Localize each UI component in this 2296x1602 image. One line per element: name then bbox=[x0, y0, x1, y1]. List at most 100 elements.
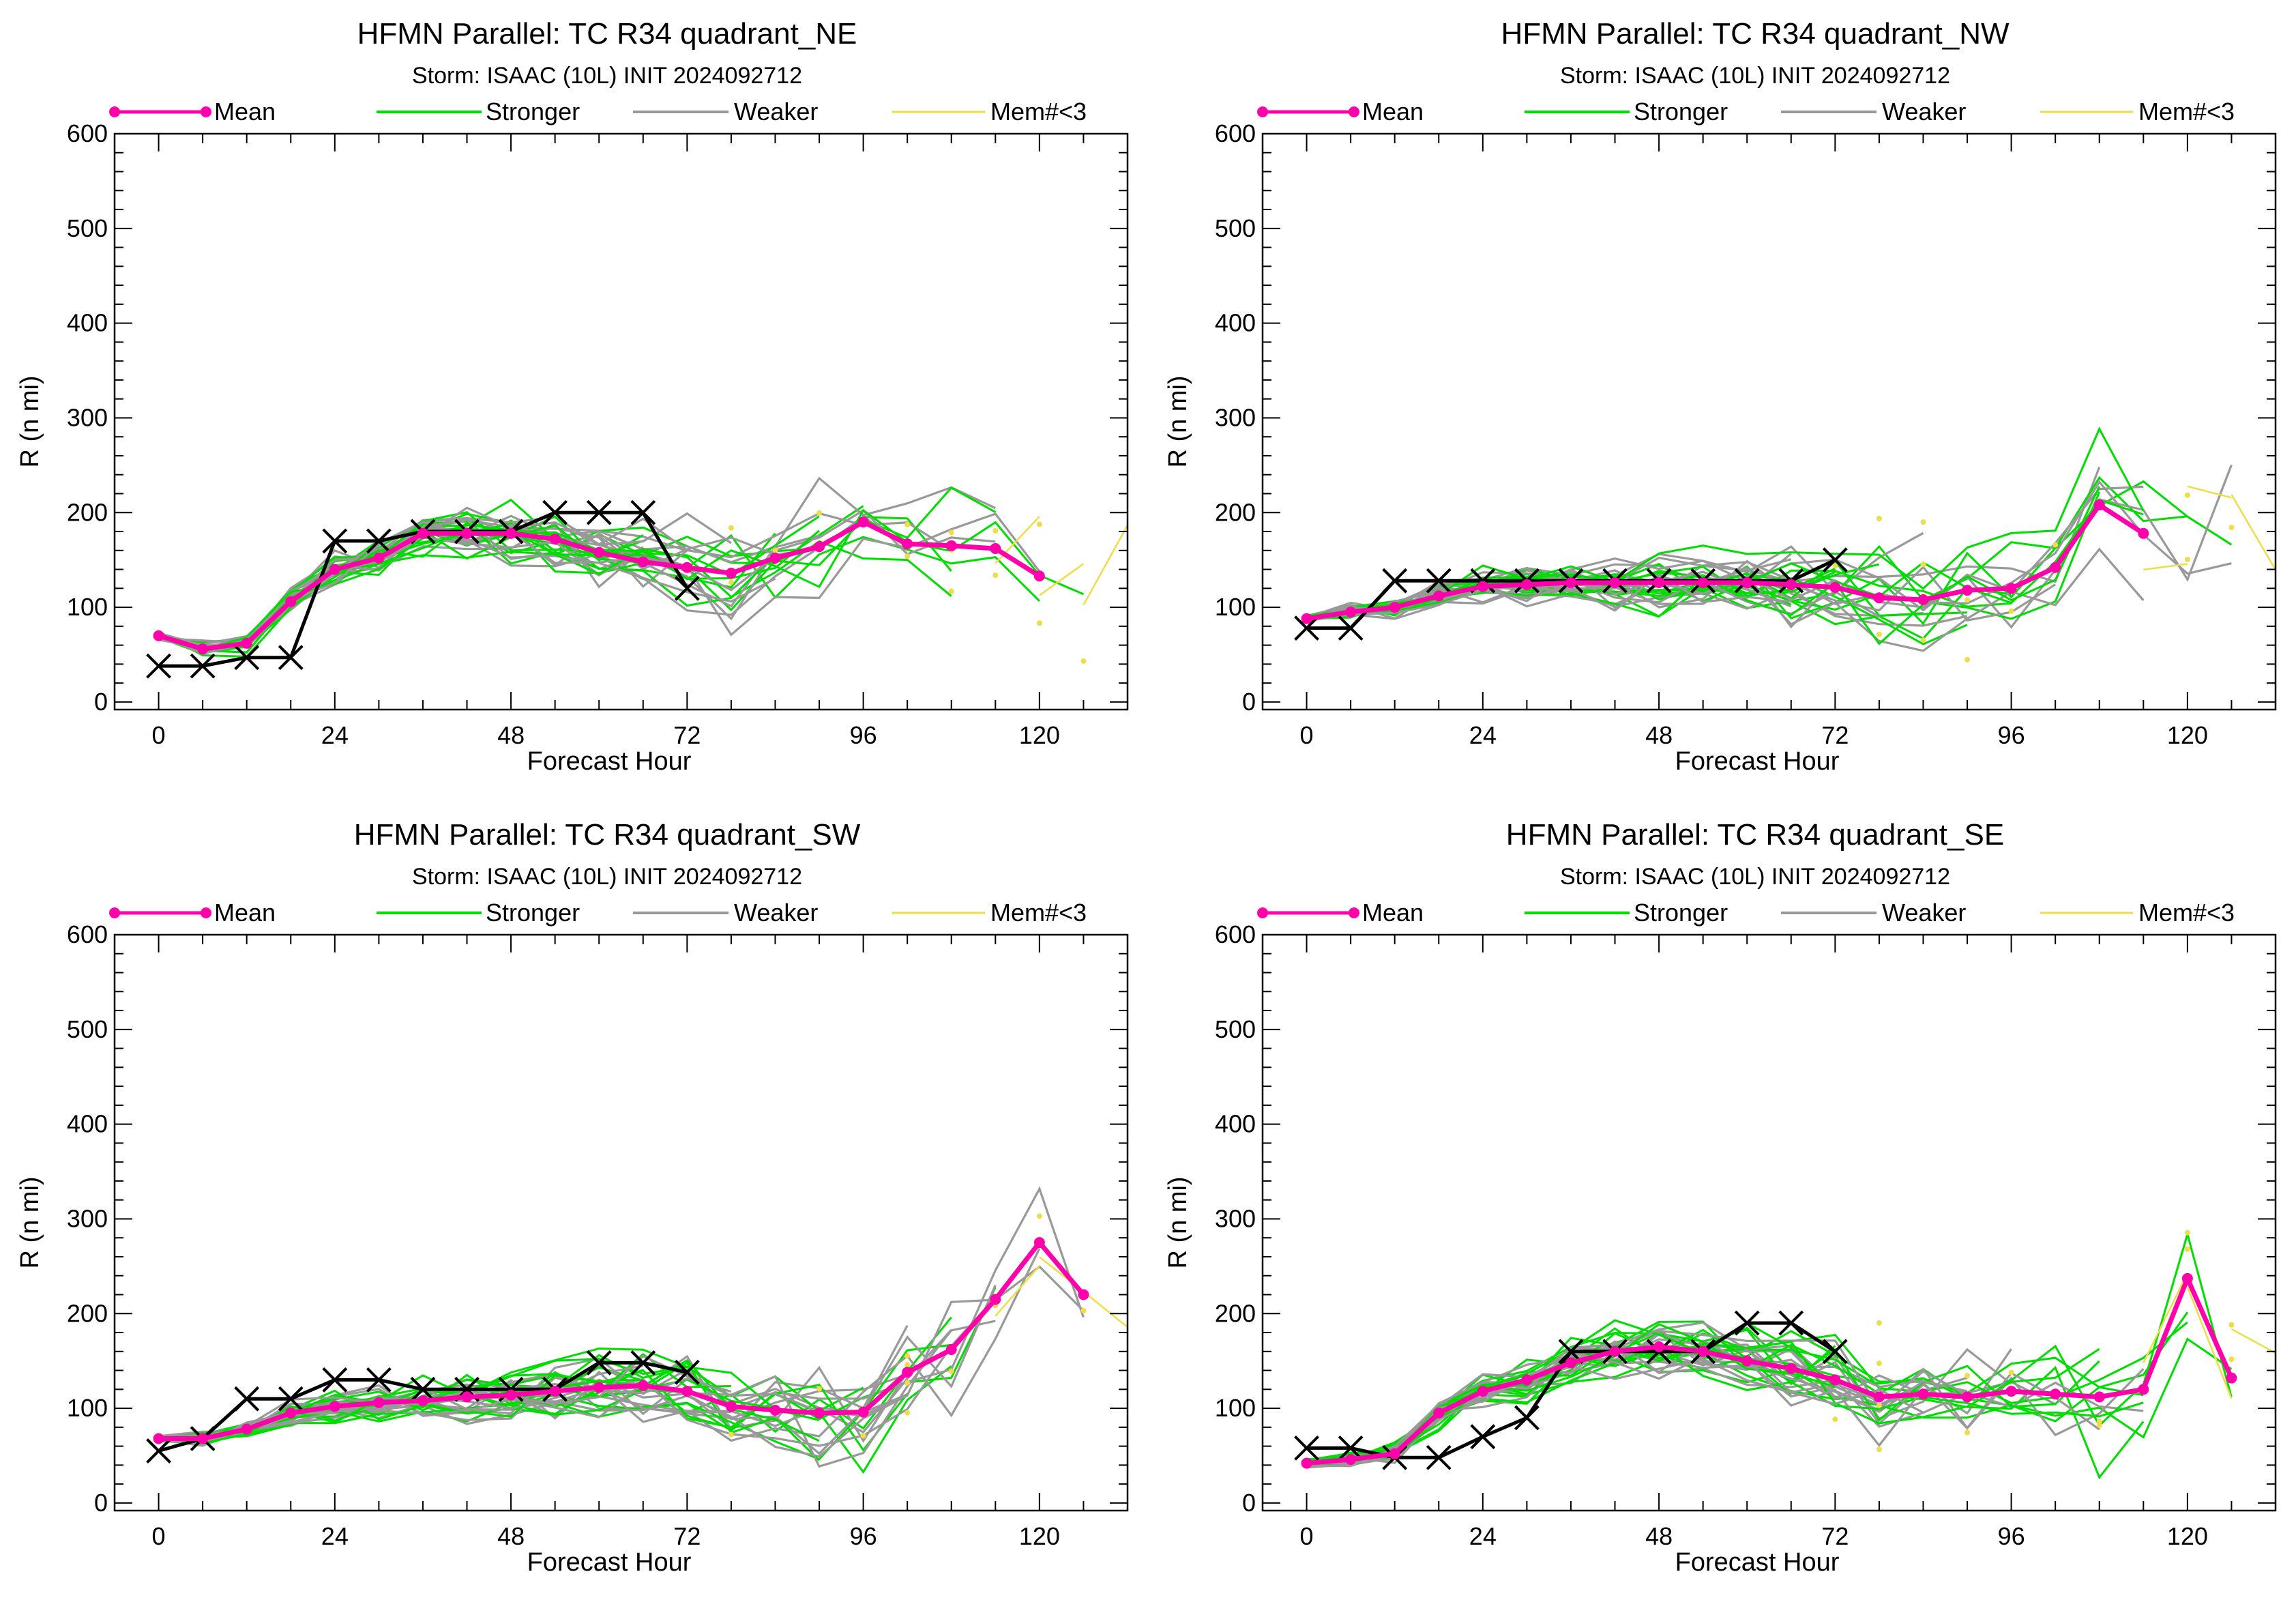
y-tick-label: 500 bbox=[67, 1015, 108, 1043]
mean-point bbox=[769, 1404, 781, 1416]
y-tick-label: 200 bbox=[1215, 1299, 1256, 1327]
y-axis-label: R (n mi) bbox=[16, 1176, 44, 1268]
ensemble-members bbox=[158, 1186, 1085, 1474]
y-tick-label: 200 bbox=[1215, 498, 1256, 526]
few-member-dot bbox=[1920, 637, 1926, 643]
legend: Mean Stronger Weaker Mem#<3 bbox=[1257, 98, 2235, 126]
mean-point bbox=[461, 1391, 473, 1403]
x-axis: 0 24 48 72 96 120 Forecast Hour bbox=[1300, 134, 2276, 776]
y-axis: 0 100 200 300 400 500 600 R (n mi) bbox=[1164, 920, 2276, 1517]
mean-point bbox=[2181, 1272, 2193, 1284]
stronger-member-line bbox=[158, 521, 776, 658]
best-track-marker bbox=[366, 1367, 392, 1393]
legend-mean-label: Mean bbox=[1362, 899, 1424, 927]
y-tick-label: 300 bbox=[67, 1204, 108, 1232]
y-tick-label: 400 bbox=[1215, 309, 1256, 337]
mean-point bbox=[505, 1389, 517, 1401]
few-member-line bbox=[2143, 1272, 2188, 1363]
few-member-dot bbox=[948, 588, 954, 594]
few-member-dot bbox=[1964, 597, 1971, 603]
best-track-marker bbox=[674, 575, 700, 601]
best-track-marker bbox=[1514, 1405, 1540, 1431]
best-track-marker bbox=[1294, 1435, 1319, 1461]
mean-point bbox=[461, 527, 473, 539]
mean-point bbox=[1301, 1457, 1312, 1469]
y-tick-label: 300 bbox=[67, 403, 108, 431]
mean-point bbox=[241, 637, 252, 649]
mean-point bbox=[153, 630, 164, 641]
legend-stronger-label: Stronger bbox=[1634, 98, 1728, 126]
mean-point bbox=[153, 1433, 164, 1444]
few-member-dot bbox=[2228, 1322, 2235, 1328]
mean-point bbox=[1609, 1345, 1621, 1357]
legend-weaker-label: Weaker bbox=[734, 98, 818, 126]
mean-point bbox=[1697, 577, 1709, 588]
mean-point bbox=[2138, 1384, 2149, 1395]
mean-point bbox=[945, 1344, 957, 1356]
best-track-marker bbox=[1294, 615, 1319, 641]
mean-point bbox=[637, 556, 649, 568]
mean-point bbox=[1033, 1237, 1045, 1249]
chart-title: HFMN Parallel: TC R34 quadrant_NE bbox=[357, 17, 857, 50]
mean-point bbox=[2005, 583, 2017, 594]
mean-point bbox=[197, 1433, 209, 1444]
best-track-marker bbox=[366, 528, 392, 554]
mean-point bbox=[417, 1395, 428, 1406]
x-tick-label: 72 bbox=[1821, 1522, 1849, 1550]
few-member-line bbox=[1039, 563, 1085, 596]
y-axis: 0 100 200 300 400 500 600 R (n mi) bbox=[16, 119, 1128, 716]
y-tick-label: 100 bbox=[67, 593, 108, 621]
y-tick-label: 500 bbox=[1215, 1015, 1256, 1043]
y-tick-label: 100 bbox=[1215, 1394, 1256, 1422]
mean-point bbox=[329, 564, 340, 575]
x-tick-label: 48 bbox=[497, 1522, 525, 1550]
mean-series bbox=[1301, 1272, 2237, 1469]
mean-point bbox=[285, 1408, 297, 1419]
few-member-dot bbox=[2228, 1356, 2235, 1363]
mean-point bbox=[241, 1423, 252, 1435]
few-member-line bbox=[2187, 485, 2232, 499]
mean-point bbox=[637, 1380, 649, 1391]
best-track-marker bbox=[278, 1386, 304, 1412]
x-tick-label: 96 bbox=[850, 721, 877, 749]
few-member-dot bbox=[904, 1410, 911, 1416]
few-member-dot bbox=[904, 553, 911, 559]
few-member-line bbox=[2143, 563, 2188, 571]
best-track-marker bbox=[1382, 568, 1408, 594]
few-member-dot bbox=[992, 527, 999, 534]
chart-title: HFMN Parallel: TC R34 quadrant_NW bbox=[1501, 17, 2010, 50]
y-tick-label: 0 bbox=[94, 1489, 108, 1517]
few-member-markers bbox=[1832, 1229, 2276, 1453]
y-tick-label: 600 bbox=[1215, 119, 1256, 147]
few-member-dot bbox=[992, 572, 999, 579]
mean-point bbox=[593, 547, 605, 558]
chart-subtitle: Storm: ISAAC (10L) INIT 2024092712 bbox=[1560, 63, 1950, 89]
best-track-marker bbox=[542, 499, 568, 525]
mean-point bbox=[329, 1401, 340, 1412]
best-track-marker bbox=[1822, 1339, 1848, 1365]
plot-frame bbox=[1261, 933, 2277, 1512]
few-member-dot bbox=[1964, 656, 1971, 662]
best-track-marker bbox=[1778, 1310, 1804, 1336]
few-member-dot bbox=[2052, 542, 2059, 548]
y-axis-label: R (n mi) bbox=[1164, 375, 1192, 467]
stronger-member-line bbox=[1306, 426, 2145, 619]
best-track-marker bbox=[630, 499, 656, 525]
legend: Mean Stronger Weaker Mem#<3 bbox=[1257, 899, 2235, 927]
best-track-marker bbox=[1426, 568, 1452, 594]
mean-point bbox=[1917, 1388, 1929, 1400]
x-tick-label: 120 bbox=[2167, 721, 2208, 749]
few-member-dot bbox=[2184, 556, 2190, 562]
y-tick-label: 300 bbox=[1215, 403, 1256, 431]
plot-frame bbox=[1261, 132, 2277, 711]
few-member-dot bbox=[816, 1386, 823, 1392]
legend-stronger-label: Stronger bbox=[486, 899, 580, 927]
few-member-dot bbox=[1920, 519, 1926, 525]
best-track-marker bbox=[234, 1386, 260, 1412]
x-tick-label: 0 bbox=[1300, 721, 1314, 749]
few-member-dot bbox=[1036, 1213, 1042, 1219]
y-tick-label: 0 bbox=[1242, 1489, 1256, 1517]
best-track-marker bbox=[1338, 1435, 1364, 1461]
mean-point bbox=[2005, 1386, 2017, 1397]
few-member-dot bbox=[1832, 1416, 1838, 1423]
